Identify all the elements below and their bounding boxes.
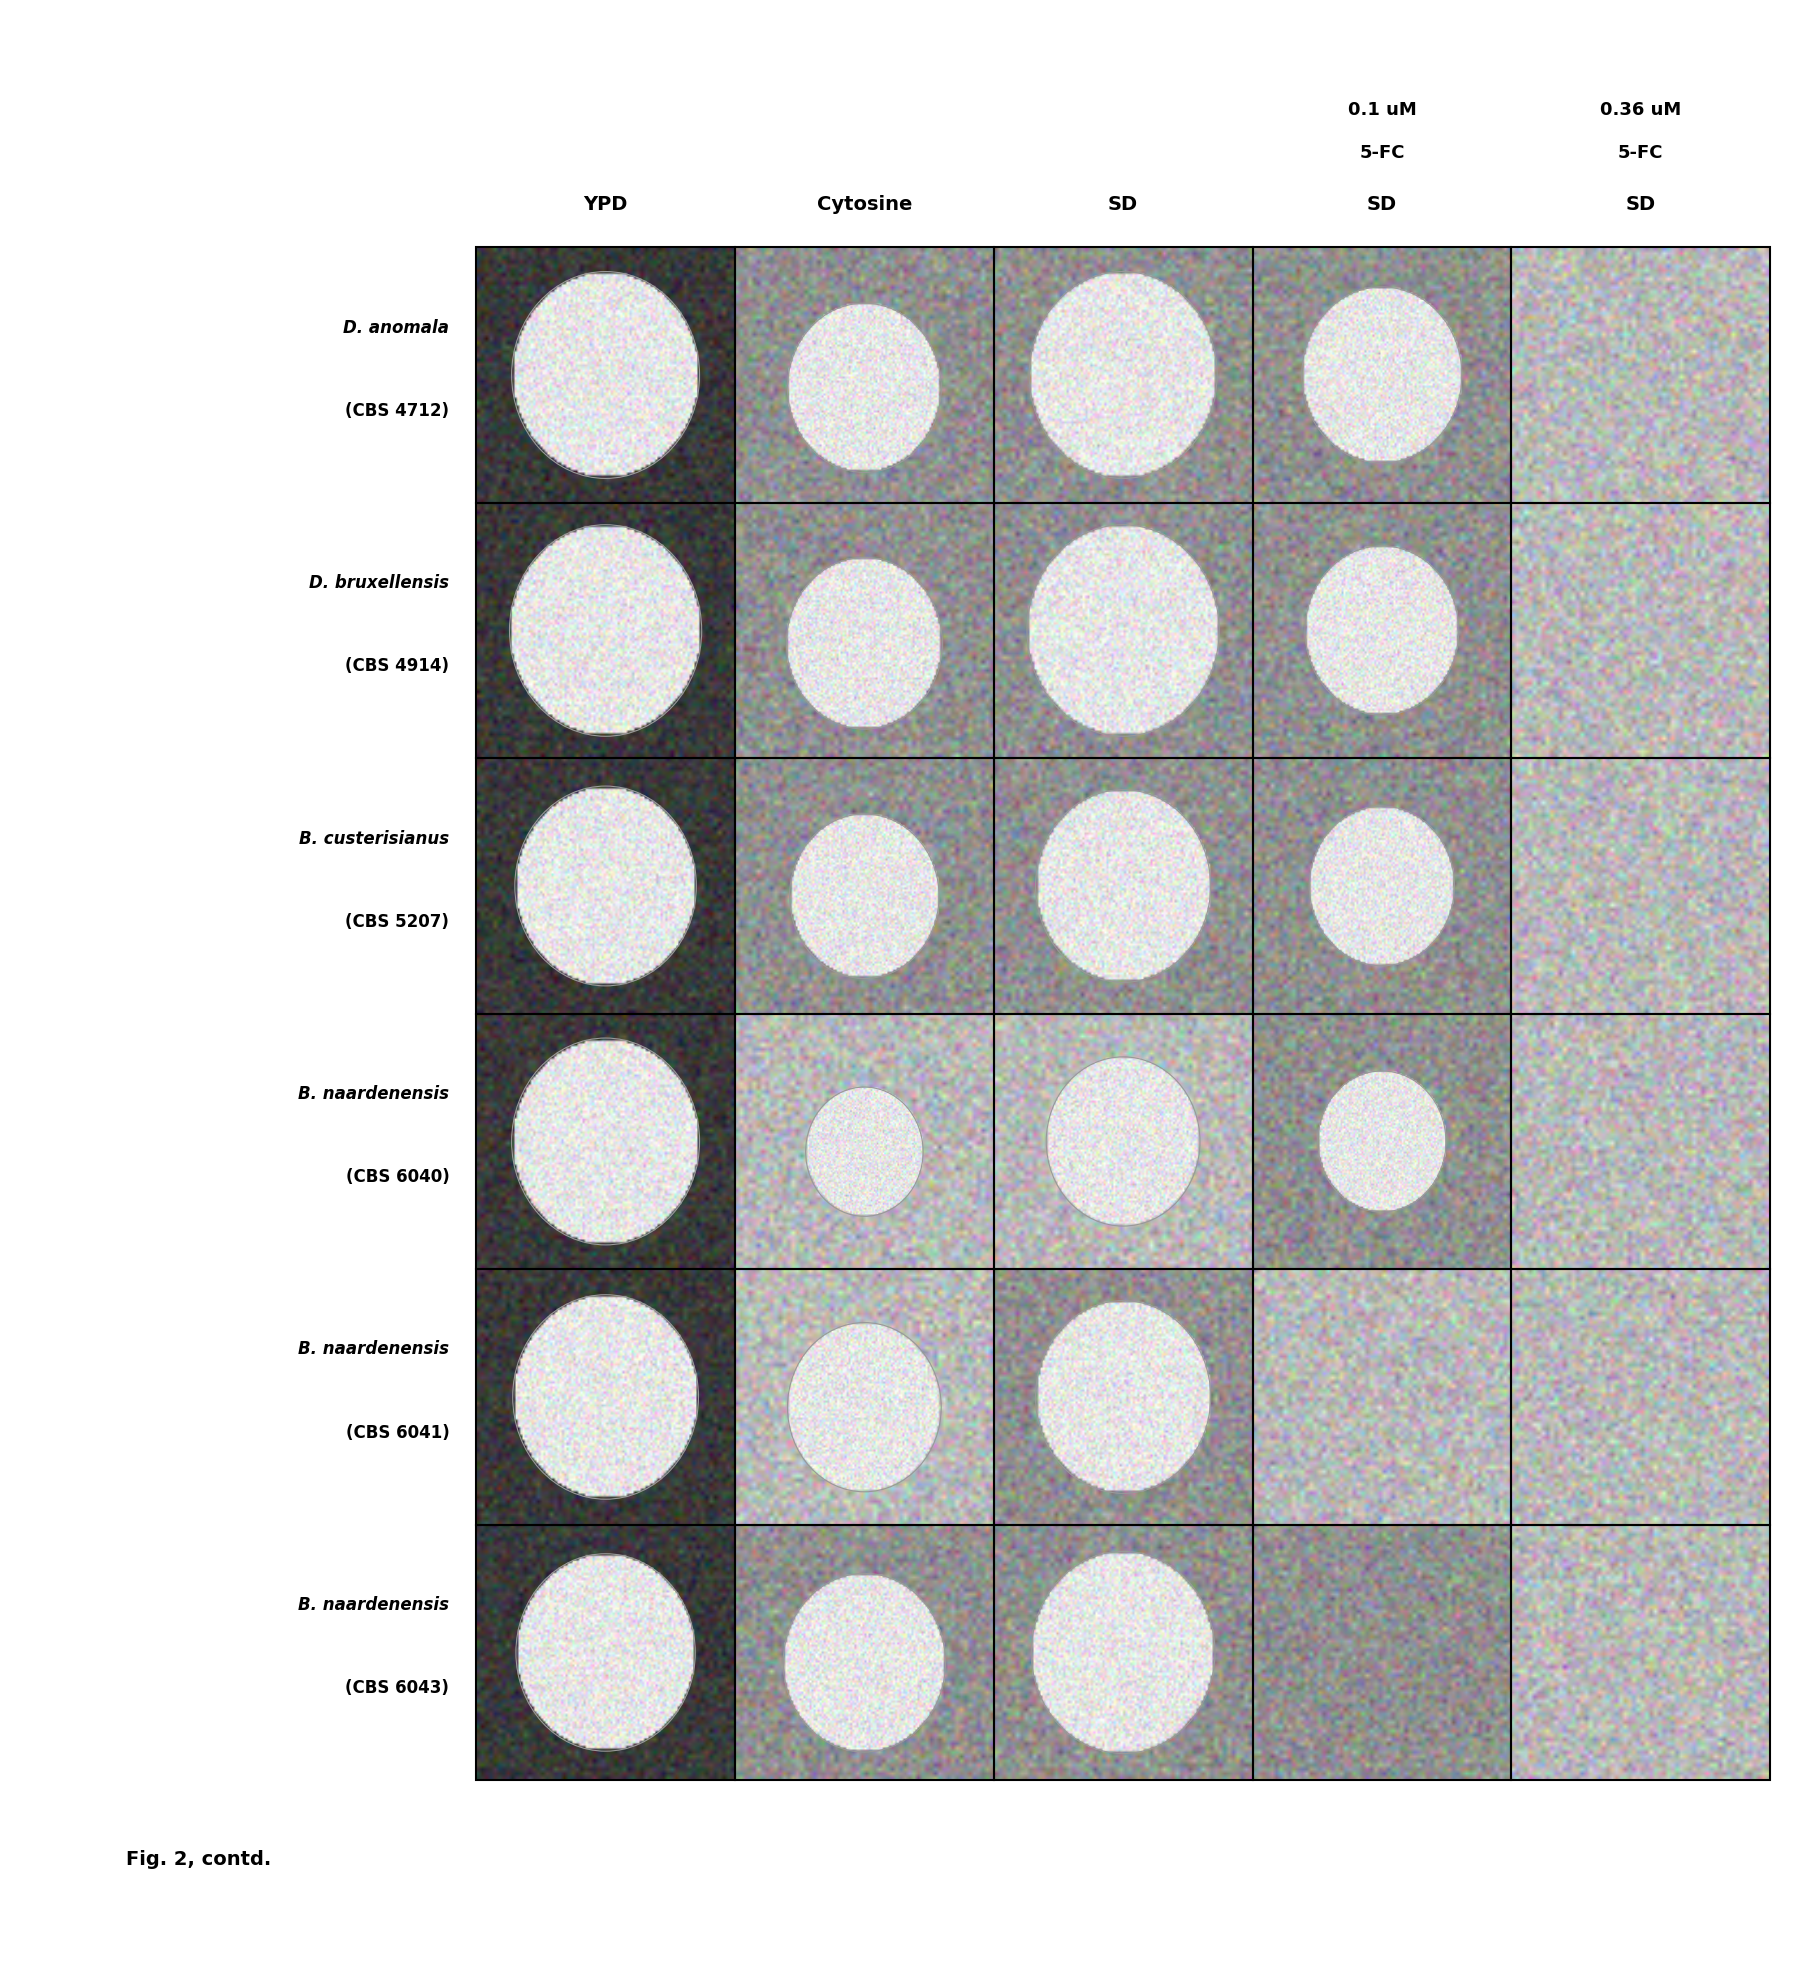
Bar — [735, 1270, 994, 1525]
Bar — [735, 1525, 994, 1780]
Bar — [994, 1525, 1253, 1780]
Bar — [476, 1270, 735, 1525]
Bar — [1511, 1525, 1770, 1780]
Bar — [1253, 1525, 1511, 1780]
Bar — [476, 1013, 735, 1270]
Bar — [994, 1013, 1253, 1270]
Text: B. naardenensis: B. naardenensis — [298, 1086, 449, 1104]
Bar — [1253, 758, 1511, 1013]
Bar — [1511, 502, 1770, 758]
Bar — [476, 1525, 735, 1780]
Bar — [735, 502, 994, 758]
Bar — [1253, 247, 1511, 502]
Bar — [1511, 247, 1770, 502]
Bar — [1253, 1013, 1511, 1270]
Text: D. bruxellensis: D. bruxellensis — [309, 574, 449, 591]
Text: (CBS 6040): (CBS 6040) — [345, 1169, 449, 1187]
Text: Cytosine: Cytosine — [816, 194, 913, 214]
Bar — [1253, 1270, 1511, 1525]
Text: 0.1 uM: 0.1 uM — [1348, 101, 1416, 119]
Bar — [476, 502, 735, 758]
Text: (CBS 4712): (CBS 4712) — [345, 402, 449, 419]
Text: (CBS 6043): (CBS 6043) — [345, 1679, 449, 1697]
Text: 5-FC: 5-FC — [1359, 144, 1405, 162]
Bar — [1511, 1270, 1770, 1525]
Bar — [476, 758, 735, 1013]
Text: 5-FC: 5-FC — [1617, 144, 1664, 162]
Text: Fig. 2, contd.: Fig. 2, contd. — [126, 1849, 271, 1869]
Text: SD: SD — [1368, 194, 1396, 214]
Bar — [994, 1270, 1253, 1525]
Text: B. naardenensis: B. naardenensis — [298, 1341, 449, 1359]
Text: SD: SD — [1109, 194, 1138, 214]
Text: (CBS 6041): (CBS 6041) — [345, 1424, 449, 1442]
Bar — [994, 758, 1253, 1013]
Bar — [476, 247, 735, 502]
Text: 0.36 uM: 0.36 uM — [1599, 101, 1682, 119]
Bar — [994, 502, 1253, 758]
Text: YPD: YPD — [584, 194, 627, 214]
Bar — [735, 1013, 994, 1270]
Bar — [735, 247, 994, 502]
Bar — [1253, 502, 1511, 758]
Text: B. naardenensis: B. naardenensis — [298, 1596, 449, 1614]
Bar — [1511, 1013, 1770, 1270]
Bar — [1511, 758, 1770, 1013]
Text: (CBS 4914): (CBS 4914) — [345, 657, 449, 674]
Text: B. custerisianus: B. custerisianus — [298, 829, 449, 847]
Text: D. anomala: D. anomala — [343, 318, 449, 336]
Text: SD: SD — [1626, 194, 1655, 214]
Bar — [735, 758, 994, 1013]
Bar — [994, 247, 1253, 502]
Text: (CBS 5207): (CBS 5207) — [345, 912, 449, 930]
